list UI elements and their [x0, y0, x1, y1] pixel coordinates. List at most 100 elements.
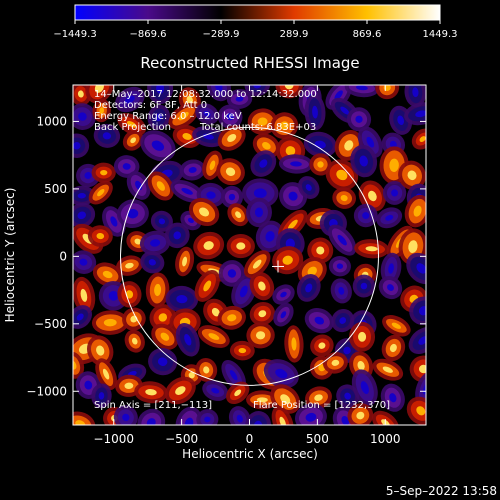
annotation-flare-position: Flare Position = [1232,370]: [253, 400, 390, 411]
colorbar-tick-label: 869.6: [353, 29, 382, 40]
annotation-spin-axis: Spin Axis = [211,−113]: [94, 400, 212, 411]
heatmap-cell: [150, 210, 173, 232]
heatmap-cell: [147, 85, 174, 105]
x-tick-label: 1000: [370, 432, 401, 446]
heatmap-cell: [353, 203, 378, 228]
heatmap-cell: [245, 411, 271, 425]
x-tick-label: 500: [306, 432, 329, 446]
colorbar-frame: [74, 4, 441, 21]
heatmap-cell: [270, 384, 301, 414]
colorbar-tick-label: −289.9: [202, 29, 239, 40]
heatmap-cell: [86, 335, 114, 366]
heatmap-cell: [95, 358, 117, 390]
heatmap-cell: [246, 322, 275, 349]
heatmap-cell: [226, 89, 253, 109]
heatmap-cell: [202, 380, 229, 401]
heatmap-cell: [226, 381, 250, 405]
heatmap-cell: [346, 107, 372, 132]
heatmap-cell: [304, 308, 334, 334]
annotation-time-range: 14–May–2017 12:08:32.000 to 12:14:32.000: [94, 89, 317, 100]
heatmap-cell: [140, 130, 176, 162]
colorbar-ticks: −1449.3 −869.6 −289.9 289.9 869.6 1449.3: [53, 20, 458, 40]
y-tick-label: −500: [34, 317, 67, 331]
heatmap-cell: [93, 123, 121, 148]
annotation-method: Back Projection: [94, 122, 171, 133]
heatmap-cell: [303, 131, 337, 158]
heatmap-cell: [347, 403, 374, 425]
heatmap-cell: [124, 329, 145, 353]
heatmap-cell: [92, 98, 111, 123]
heatmap-cell: [170, 180, 204, 203]
heatmap-cell: [126, 171, 151, 200]
heatmap-cell: [304, 94, 326, 131]
heatmap-cell: [113, 405, 138, 425]
annotation-total-counts: Total counts: 6.83E+03: [199, 122, 316, 133]
y-tick-label: −1000: [26, 384, 67, 398]
annotation-detectors: Detectors: 6F 8F, Att 0: [94, 100, 207, 111]
heatmap-cell: [134, 381, 168, 404]
heatmap-cell: [148, 348, 178, 376]
heatmap-cell: [380, 252, 402, 285]
heatmap-cell: [115, 86, 145, 113]
heatmap-cell: [73, 202, 96, 228]
heatmap-cell: [226, 233, 255, 259]
heatmap-cell: [85, 85, 114, 104]
heatmap-cell: [175, 322, 200, 357]
heatmap-cell: [117, 281, 142, 308]
axes: −1000 −500 0 500 1000 −1000 −500 0 500 1000: [26, 85, 426, 446]
heatmap-cell: [352, 274, 376, 298]
heatmap-cell: [380, 383, 405, 412]
heatmap-cell: [175, 406, 203, 425]
heatmap-cell: [179, 159, 206, 181]
x-tick-label: 0: [246, 432, 254, 446]
heatmap-cell: [116, 255, 143, 276]
heatmap-cell: [88, 180, 113, 205]
heatmap-cell: [220, 185, 244, 209]
heatmap-cell: [284, 325, 304, 363]
heatmap-cell: [310, 334, 334, 357]
heatmap-cell: [92, 262, 123, 287]
heatmap-cell: [145, 272, 170, 308]
flare-marker: [272, 260, 285, 273]
heatmap-cell: [116, 199, 149, 229]
x-axis-label: Heliocentric X (arcsec): [182, 447, 318, 461]
solar-limb-circle: [120, 126, 379, 386]
heatmap-cell: [246, 197, 272, 228]
heatmap-cell: [217, 104, 243, 129]
y-tick-label: 1000: [36, 114, 67, 128]
heatmap-cell: [73, 305, 92, 329]
heatmap-cell: [168, 103, 199, 130]
heatmap-cell: [273, 302, 294, 327]
heatmap-cell: [278, 154, 314, 174]
heatmap-cell: [404, 85, 426, 108]
heatmap-cell: [149, 304, 177, 331]
heatmap-cell: [404, 194, 426, 228]
heatmap-cell: [270, 112, 299, 140]
heatmap-cell: [305, 386, 332, 410]
heatmap-cell: [147, 171, 174, 201]
heatmap-cell: [175, 246, 195, 277]
y-tick-label: 500: [44, 182, 67, 196]
heatmap-cell: [378, 276, 403, 300]
colorbar-tick-label: 289.9: [280, 29, 309, 40]
heatmap-cell: [91, 383, 112, 409]
chart-title: Reconstructed RHESSI Image: [140, 54, 359, 72]
heatmap-cell: [351, 369, 378, 406]
heatmap-cell: [140, 251, 165, 274]
heatmap-cell: [151, 323, 179, 350]
image-area: [73, 85, 426, 425]
heatmap-cell: [296, 274, 321, 302]
heatmap-cell: [350, 144, 378, 178]
heatmap-cell: [247, 108, 278, 135]
y-tick-label: 0: [59, 249, 67, 263]
heatmap-cell: [227, 203, 249, 227]
heatmap-cell: [411, 128, 426, 150]
heatmap-cell: [87, 225, 113, 247]
heatmap-cell: [332, 187, 357, 209]
heatmap-cell: [164, 376, 196, 405]
heatmap-cell: [139, 230, 171, 256]
heatmap-cell: [243, 250, 271, 278]
heatmap-cell: [344, 85, 380, 98]
heatmap-cell: [408, 327, 426, 354]
